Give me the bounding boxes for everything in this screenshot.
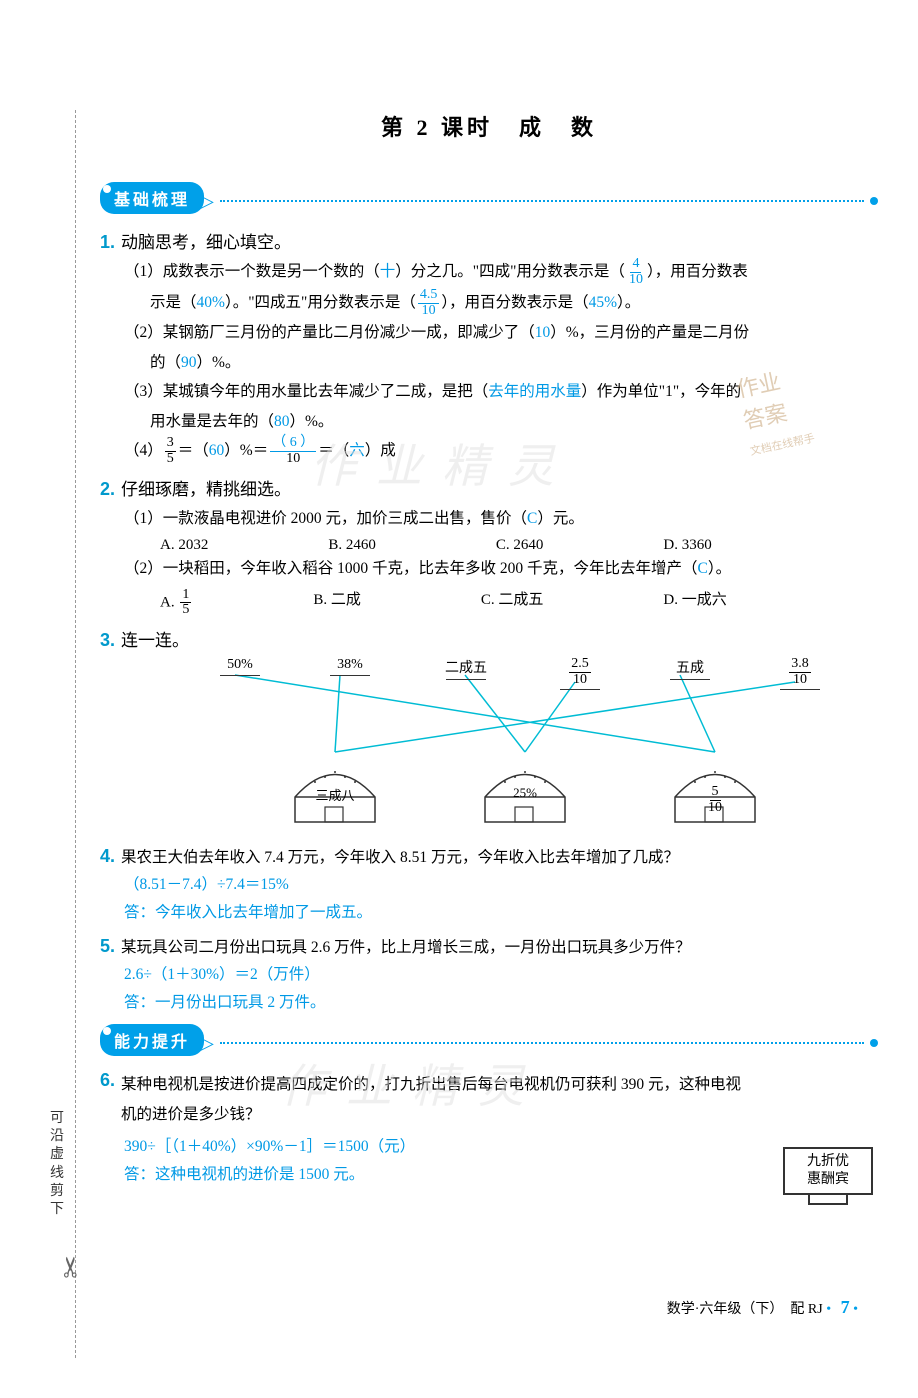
match-top-item: 38% xyxy=(330,657,370,676)
q1-item2-line2: 的（90）%。 xyxy=(150,348,878,377)
yurt-item: 25% xyxy=(470,747,580,837)
q2-item2: （2）一块稻田，今年收入稻谷 1000 千克，比去年多收 200 千克，今年比去… xyxy=(124,554,878,583)
match-top-item: 2.510 xyxy=(560,657,600,690)
cut-guide-line xyxy=(75,110,76,1358)
page-footer: 数学·六年级（下） 配 RJ • 7 • xyxy=(667,1297,858,1318)
q1-item3-line1: （3）某城镇今年的用水量比去年减少了二成，是把（去年的用水量）作为单位"1"，今… xyxy=(124,377,878,406)
section-basic: 基础梳理 ▷ xyxy=(100,182,878,220)
match-top-item: 3.810 xyxy=(780,657,820,690)
question-5: 5. 某玩具公司二月份出口玩具 2.6 万件，比上月增长三成，一月份出口玩具多少… xyxy=(100,935,878,957)
yurt-item: 三成八 xyxy=(280,747,390,837)
q1-item1-line1: （1）成数表示一个数是另一个数的（十）分之几。"四成"用分数表示是（410），用… xyxy=(124,257,878,288)
q4-answer: 答：今年收入比去年增加了一成五。 xyxy=(124,899,878,927)
question-3: 3. 连一连。 xyxy=(100,626,878,651)
q2-item2-options: A. 15 B. 二成 C. 二成五 D. 一成六 xyxy=(160,588,878,618)
cut-guide-label: 可沿虚线剪下 xyxy=(50,1110,68,1219)
q6-work: 390÷［（1＋40%）×90%－1］＝1500（元） xyxy=(124,1133,878,1161)
q1-item4: （4）35＝（60）%＝（ 6 ）10＝（六）成 xyxy=(124,436,878,467)
yurt-item: 510 xyxy=(660,747,770,837)
question-2: 2. 仔细琢磨，精挑细选。 xyxy=(100,475,878,500)
q2-item1-options: A. 2032 B. 2460 C. 2640 D. 3360 xyxy=(160,537,878,554)
q5-answer: 答：一月份出口玩具 2 万件。 xyxy=(124,989,878,1017)
page-title: 第 2 课时 成 数 xyxy=(100,110,878,142)
question-6: 6. 某种电视机是按进价提高四成定价的，打九折出售后每台电视机仍可获利 390 … xyxy=(100,1070,878,1129)
section-badge-ability: 能力提升 xyxy=(100,1024,204,1056)
tv-icon: 九折优惠酬宾 xyxy=(783,1147,873,1205)
q1-item1-line2: 示是（40%）。"四成五"用分数表示是（4.510），用百分数表示是（45%）。 xyxy=(150,288,878,319)
q1-item3-line2: 用水量是去年的（80）%。 xyxy=(150,407,878,436)
question-1: 1. 动脑思考，细心填空。 xyxy=(100,228,878,253)
match-top-item: 二成五 xyxy=(445,657,487,680)
question-4: 4. 果农王大伯去年收入 7.4 万元，今年收入 8.51 万元，今年收入比去年… xyxy=(100,845,878,867)
scissors-icon: ✂ xyxy=(55,1255,89,1278)
q4-work: （8.51－7.4）÷7.4＝15% xyxy=(124,871,878,899)
match-top-item: 五成 xyxy=(670,657,710,680)
section-badge-basic: 基础梳理 xyxy=(100,182,204,214)
matching-diagram: 50% 38% 二成五 2.510 五成 3.810 三成八 25% 510 xyxy=(160,657,860,837)
section-ability: 能力提升 ▷ xyxy=(100,1024,878,1062)
q1-item2-line1: （2）某钢筋厂三月份的产量比二月份减少一成，即减少了（10）%，三月份的产量是二… xyxy=(124,318,878,347)
match-top-item: 50% xyxy=(220,657,260,676)
q5-work: 2.6÷（1＋30%）＝2（万件） xyxy=(124,961,878,989)
q2-item1: （1）一款液晶电视进价 2000 元，加价三成二出售，售价（C）元。 xyxy=(124,504,878,533)
tv-screen-text: 九折优惠酬宾 xyxy=(783,1147,873,1195)
q6-answer: 答：这种电视机的进价是 1500 元。 xyxy=(124,1161,878,1189)
